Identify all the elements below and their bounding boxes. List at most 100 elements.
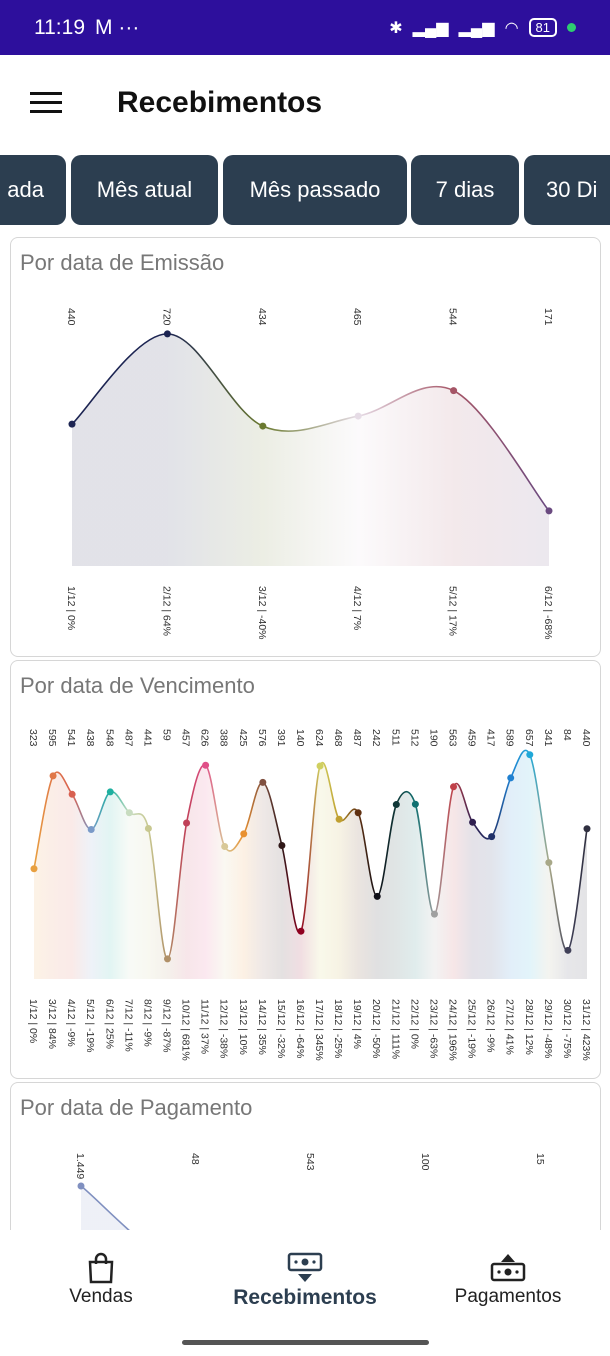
data-point[interactable] [68,420,76,428]
nav-label: Recebimentos [233,1286,377,1309]
nav-vendas[interactable]: Vendas [1,1250,201,1308]
series-area [72,333,549,566]
data-point[interactable] [526,751,534,759]
value-label: 576 [256,729,268,747]
data-point[interactable] [259,778,267,786]
value-label: 140 [294,729,306,747]
nav-recebimentos[interactable]: Recebimentos [205,1250,405,1310]
data-point[interactable] [373,892,381,900]
category-label: 22/12 | 0% [408,999,420,1049]
data-point[interactable] [125,809,133,817]
signal-icon-2: ▂▄▆ [458,19,495,37]
value-label: 441 [141,729,153,747]
menu-icon[interactable] [30,92,62,113]
filter-chip-mes-passado[interactable]: Mês passado [223,155,407,225]
data-point[interactable] [77,1182,85,1190]
data-point[interactable] [354,412,362,420]
value-label: 341 [542,729,554,747]
data-point[interactable] [469,818,477,826]
privacy-dot [567,23,576,32]
data-point[interactable] [30,865,38,873]
data-point[interactable] [545,507,553,515]
category-label: 1/12 | 0% [65,586,77,630]
value-label: 548 [103,729,115,747]
data-point[interactable] [221,843,229,851]
data-point[interactable] [450,783,458,791]
category-label: 16/12 | -64% [294,999,306,1058]
data-point[interactable] [49,772,57,780]
value-label: 425 [237,729,249,747]
value-label: 388 [218,729,230,747]
category-label: 12/12 | -38% [218,999,230,1058]
data-point[interactable] [583,825,591,833]
data-point[interactable] [106,788,114,796]
data-point[interactable] [316,762,324,770]
category-label: 7/12 | -11% [122,999,134,1052]
value-label: 544 [447,308,459,326]
filter-chip-previous[interactable]: ada [0,155,66,225]
filter-chip-7-dias[interactable]: 7 dias [411,155,519,225]
chart-vencimento[interactable]: 323 1/12 | 0% 595 3/12 | 84% 541 4/12 | -9% 43… [11,661,601,1079]
category-label: 18/12 | -25% [332,999,344,1058]
data-point[interactable] [297,927,305,935]
value-label: 48 [189,1153,201,1165]
category-label: 6/12 | 25% [103,999,115,1049]
category-label: 24/12 | 196% [447,999,459,1061]
data-point[interactable] [450,387,458,395]
category-label: 17/12 | 345% [313,999,325,1061]
signal-icon: ▂▄▆ [412,19,449,37]
page-title: Recebimentos [117,85,323,119]
data-point[interactable] [488,833,496,841]
chart-emissao[interactable]: 440 1/12 | 0% 720 2/12 | 64% 434 3/12 | -40% 4… [11,238,601,657]
data-point[interactable] [411,800,419,808]
data-point[interactable] [564,946,572,954]
category-label: 11/12 | 37% [199,999,211,1054]
data-point[interactable] [240,830,248,838]
data-point[interactable] [87,825,95,833]
home-indicator[interactable] [182,1340,429,1345]
chart-title: Por data de Pagamento [20,1095,253,1120]
category-label: 20/12 | -50% [370,999,382,1058]
value-label: 1.449 [74,1153,86,1179]
category-label: 1/12 | 0% [27,999,39,1043]
data-point[interactable] [354,809,362,817]
value-label: 595 [46,729,58,747]
data-point[interactable] [68,790,76,798]
data-point[interactable] [163,330,171,338]
data-point[interactable] [545,859,553,867]
value-label: 190 [427,729,439,747]
value-label: 391 [275,729,287,747]
category-label: 25/12 | -19% [466,999,478,1058]
nav-pagamentos[interactable]: Pagamentos [408,1250,608,1308]
period-filter-bar[interactable]: ada Mês atual Mês passado 7 dias 30 Di [0,155,610,225]
data-point[interactable] [144,824,152,832]
data-point[interactable] [202,761,210,769]
status-time: 11:19 [34,15,85,39]
data-point[interactable] [507,774,515,782]
category-label: 28/12 | 12% [523,999,535,1055]
value-label: 589 [504,729,516,747]
data-point[interactable] [430,910,438,918]
value-label: 541 [65,729,77,747]
money-in-icon [205,1250,405,1286]
status-bar: 11:19 M ··· ✱ ▂▄▆ ▂▄▆ ◠ 81 [0,0,610,55]
data-point[interactable] [392,801,400,809]
category-label: 3/12 | -40% [256,586,268,640]
data-point[interactable] [278,842,286,850]
filter-chip-30-dias[interactable]: 30 Di [524,155,610,225]
value-label: 242 [370,729,382,747]
data-point[interactable] [335,815,343,823]
data-point[interactable] [259,422,267,430]
series-line [33,749,588,960]
category-label: 29/12 | -48% [542,999,554,1058]
data-point[interactable] [163,955,171,963]
nav-label: Vendas [69,1286,133,1307]
filter-chip-mes-atual[interactable]: Mês atual [71,155,218,225]
value-label: 720 [160,308,172,326]
category-label: 2/12 | 64% [160,586,172,636]
category-label: 26/12 | -9% [485,999,497,1053]
category-label: 21/12 | 111% [389,999,401,1059]
value-label: 657 [523,729,535,747]
data-point[interactable] [183,819,191,827]
category-label: 23/12 | -63% [427,999,439,1058]
